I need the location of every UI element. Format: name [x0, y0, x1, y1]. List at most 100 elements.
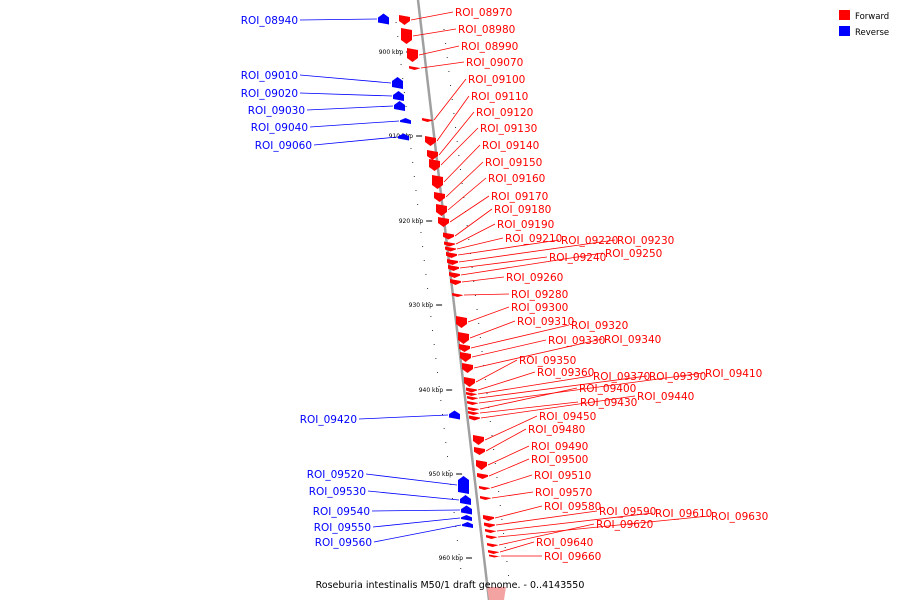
forward-gene-feature[interactable] [407, 48, 418, 62]
forward-gene-label[interactable]: ROI_09490 [531, 441, 588, 453]
forward-gene-feature[interactable] [447, 259, 458, 265]
reverse-gene-label[interactable]: ROI_09560 [315, 537, 372, 549]
forward-gene-label[interactable]: ROI_09300 [511, 302, 568, 314]
forward-gene-feature[interactable] [444, 241, 455, 247]
forward-gene-label[interactable]: ROI_09640 [536, 537, 593, 549]
reverse-gene-feature[interactable] [460, 495, 471, 505]
forward-gene-feature[interactable] [452, 293, 463, 297]
forward-gene-feature[interactable] [468, 411, 479, 415]
forward-gene-label[interactable]: ROI_09310 [517, 316, 574, 328]
reverse-gene-feature[interactable] [449, 410, 460, 420]
forward-gene-label[interactable]: ROI_09590 [599, 506, 656, 518]
forward-gene-feature[interactable] [432, 175, 443, 189]
forward-gene-feature[interactable] [485, 529, 496, 533]
forward-gene-label[interactable]: ROI_09260 [506, 272, 563, 284]
forward-gene-feature[interactable] [427, 150, 438, 160]
forward-gene-feature[interactable] [477, 473, 488, 479]
forward-gene-feature[interactable] [466, 387, 477, 393]
forward-gene-label[interactable]: ROI_09120 [476, 107, 533, 119]
forward-gene-feature[interactable] [445, 246, 456, 252]
forward-gene-label[interactable]: ROI_09630 [711, 511, 768, 523]
forward-gene-label[interactable]: ROI_09170 [491, 191, 548, 203]
forward-gene-feature[interactable] [487, 543, 498, 547]
forward-gene-label[interactable]: ROI_09280 [511, 289, 568, 301]
forward-gene-feature[interactable] [401, 28, 412, 44]
reverse-gene-label[interactable]: ROI_09540 [313, 506, 370, 518]
forward-gene-feature[interactable] [425, 136, 436, 146]
forward-gene-label[interactable]: ROI_09430 [580, 397, 637, 409]
forward-gene-feature[interactable] [489, 554, 500, 558]
forward-gene-label[interactable]: ROI_09240 [549, 252, 606, 264]
forward-gene-label[interactable]: ROI_09160 [488, 173, 545, 185]
forward-gene-feature[interactable] [473, 435, 484, 445]
forward-gene-label[interactable]: ROI_09570 [535, 487, 592, 499]
forward-gene-feature[interactable] [486, 535, 497, 539]
forward-gene-label[interactable]: ROI_09150 [485, 157, 542, 169]
forward-gene-feature[interactable] [467, 401, 478, 405]
reverse-gene-feature[interactable] [461, 515, 472, 521]
reverse-gene-feature[interactable] [394, 101, 405, 111]
forward-gene-feature[interactable] [476, 460, 487, 470]
forward-gene-feature[interactable] [466, 392, 477, 396]
reverse-gene-label[interactable]: ROI_09420 [300, 414, 357, 426]
forward-gene-feature[interactable] [434, 192, 445, 202]
forward-gene-feature[interactable] [483, 515, 494, 521]
forward-gene-feature[interactable] [448, 265, 459, 271]
forward-gene-label[interactable]: ROI_09070 [466, 57, 523, 69]
forward-gene-label[interactable]: ROI_09130 [480, 123, 537, 135]
forward-gene-label[interactable]: ROI_09440 [637, 391, 694, 403]
forward-gene-label[interactable]: ROI_09510 [534, 470, 591, 482]
forward-gene-feature[interactable] [480, 496, 491, 500]
reverse-gene-feature[interactable] [400, 118, 411, 124]
forward-gene-label[interactable]: ROI_08970 [455, 7, 512, 19]
reverse-gene-label[interactable]: ROI_09520 [307, 469, 364, 481]
forward-gene-label[interactable]: ROI_09500 [531, 454, 588, 466]
reverse-gene-label[interactable]: ROI_09060 [255, 140, 312, 152]
forward-gene-feature[interactable] [488, 550, 499, 554]
forward-gene-label[interactable]: ROI_09580 [544, 501, 601, 513]
reverse-gene-feature[interactable] [393, 91, 404, 101]
forward-gene-feature[interactable] [469, 415, 480, 421]
forward-gene-label[interactable]: ROI_09370 [593, 371, 650, 383]
forward-gene-feature[interactable] [449, 272, 460, 278]
forward-gene-label[interactable]: ROI_09110 [471, 91, 528, 103]
forward-gene-label[interactable]: ROI_09140 [482, 140, 539, 152]
forward-gene-feature[interactable] [464, 377, 475, 387]
reverse-gene-label[interactable]: ROI_09530 [309, 486, 366, 498]
forward-gene-label[interactable]: ROI_09100 [468, 74, 525, 86]
forward-gene-feature[interactable] [467, 396, 478, 400]
forward-gene-feature[interactable] [456, 316, 467, 328]
selected-region-marker[interactable] [487, 587, 506, 600]
reverse-gene-feature[interactable] [462, 522, 473, 528]
forward-gene-label[interactable]: ROI_09610 [655, 508, 712, 520]
forward-gene-feature[interactable] [460, 352, 471, 362]
forward-gene-label[interactable]: ROI_09230 [617, 235, 674, 247]
reverse-gene-label[interactable]: ROI_09020 [241, 88, 298, 100]
forward-gene-label[interactable]: ROI_09450 [539, 411, 596, 423]
forward-gene-label[interactable]: ROI_09210 [505, 233, 562, 245]
forward-gene-label[interactable]: ROI_09350 [519, 355, 576, 367]
forward-gene-feature[interactable] [484, 522, 495, 528]
forward-gene-label[interactable]: ROI_09340 [604, 334, 661, 346]
forward-gene-feature[interactable] [468, 407, 479, 411]
forward-gene-label[interactable]: ROI_09410 [705, 368, 762, 380]
forward-gene-feature[interactable] [438, 217, 449, 227]
forward-gene-label[interactable]: ROI_09190 [497, 219, 554, 231]
forward-gene-feature[interactable] [409, 66, 420, 70]
forward-gene-feature[interactable] [462, 363, 473, 373]
forward-gene-label[interactable]: ROI_09480 [528, 424, 585, 436]
forward-gene-feature[interactable] [450, 279, 461, 285]
forward-gene-label[interactable]: ROI_09620 [596, 519, 653, 531]
forward-gene-label[interactable]: ROI_09400 [579, 383, 636, 395]
forward-gene-label[interactable]: ROI_09250 [605, 248, 662, 260]
forward-gene-label[interactable]: ROI_09220 [561, 235, 618, 247]
forward-gene-label[interactable]: ROI_08980 [458, 24, 515, 36]
forward-gene-label[interactable]: ROI_09180 [494, 204, 551, 216]
forward-gene-feature[interactable] [399, 15, 410, 25]
reverse-gene-label[interactable]: ROI_09040 [251, 122, 308, 134]
forward-gene-feature[interactable] [422, 118, 433, 122]
forward-gene-label[interactable]: ROI_08990 [461, 41, 518, 53]
reverse-gene-feature[interactable] [378, 13, 389, 25]
forward-gene-feature[interactable] [474, 447, 485, 455]
